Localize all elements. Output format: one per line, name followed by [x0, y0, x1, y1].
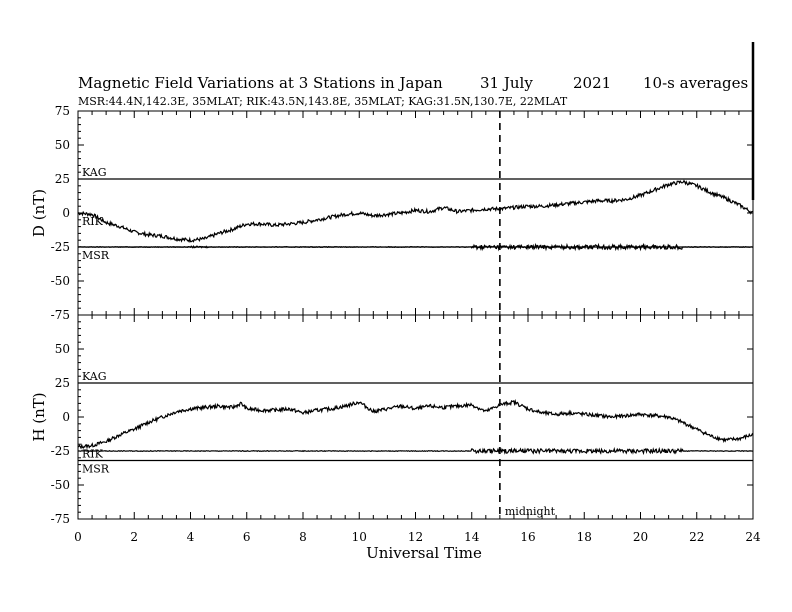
y-tick-label: 75: [55, 104, 70, 118]
h-msr-trace: [77, 446, 754, 456]
station-label-kag: KAG: [82, 166, 107, 179]
x-tick-label: 24: [745, 530, 761, 544]
d-rik-trace: [77, 179, 754, 243]
x-tick-label: 2: [130, 530, 138, 544]
h-y-axis-label: H (nT): [30, 392, 48, 441]
y-tick-label: -75: [51, 308, 70, 322]
d-panel-frame: [77, 110, 754, 316]
station-label-kag: KAG: [82, 370, 107, 383]
x-tick-label: 12: [408, 530, 423, 544]
h-panel: 50 25 0 -25 -50 -75 KAG RIK MSR H (nT): [30, 314, 754, 526]
station-label-msr: MSR: [82, 463, 110, 476]
y-tick-label: 25: [55, 376, 70, 390]
x-axis-label: Universal Time: [366, 544, 482, 562]
station-coordinates: MSR:44.4N,142.3E, 35MLAT; RIK:43.5N,143.…: [78, 95, 568, 108]
chart-year: 2021: [573, 74, 611, 92]
y-tick-label: -25: [51, 444, 70, 458]
station-label-msr: MSR: [82, 249, 110, 262]
x-tick-label: 0: [74, 530, 82, 544]
y-tick-label: 25: [55, 172, 70, 186]
x-tick-label: 20: [633, 530, 648, 544]
chart-averaging: 10-s averages: [643, 74, 748, 92]
h-rik-trace: [77, 398, 754, 450]
y-tick-label: 0: [62, 410, 70, 424]
x-tick-label: 8: [299, 530, 307, 544]
x-axis-ticks: 0 2 4 6 8 10 12 14 16 18 20 22 24: [74, 111, 761, 544]
chart-title: Magnetic Field Variations at 3 Stations …: [78, 74, 443, 92]
h-y-ticks: 50 25 0 -25 -50 -75: [51, 314, 753, 526]
x-tick-label: 16: [520, 530, 535, 544]
y-tick-label: -50: [51, 274, 70, 288]
y-tick-label: 50: [55, 342, 70, 356]
x-tick-label: 10: [352, 530, 367, 544]
d-msr-trace: [77, 242, 754, 252]
y-tick-label: 50: [55, 138, 70, 152]
y-tick-label: -25: [51, 240, 70, 254]
h-baselines: KAG RIK MSR: [78, 370, 753, 476]
station-label-rik: RIK: [82, 215, 104, 228]
x-tick-label: 18: [577, 530, 592, 544]
x-tick-label: 14: [464, 530, 480, 544]
d-panel: 75 50 25 0 -25 -50 -75 KAG RIK MSR D (nT): [30, 104, 754, 322]
midnight-label: midnight: [505, 505, 556, 518]
x-tick-label: 4: [187, 530, 195, 544]
x-tick-label: 6: [243, 530, 251, 544]
y-tick-label: 0: [62, 206, 70, 220]
station-label-rik: RIK: [82, 448, 104, 461]
d-y-axis-label: D (nT): [30, 189, 48, 237]
x-tick-label: 22: [689, 530, 704, 544]
y-tick-label: -50: [51, 478, 70, 492]
chart-date: 31 July: [480, 74, 533, 92]
y-tick-label: -75: [51, 512, 70, 526]
